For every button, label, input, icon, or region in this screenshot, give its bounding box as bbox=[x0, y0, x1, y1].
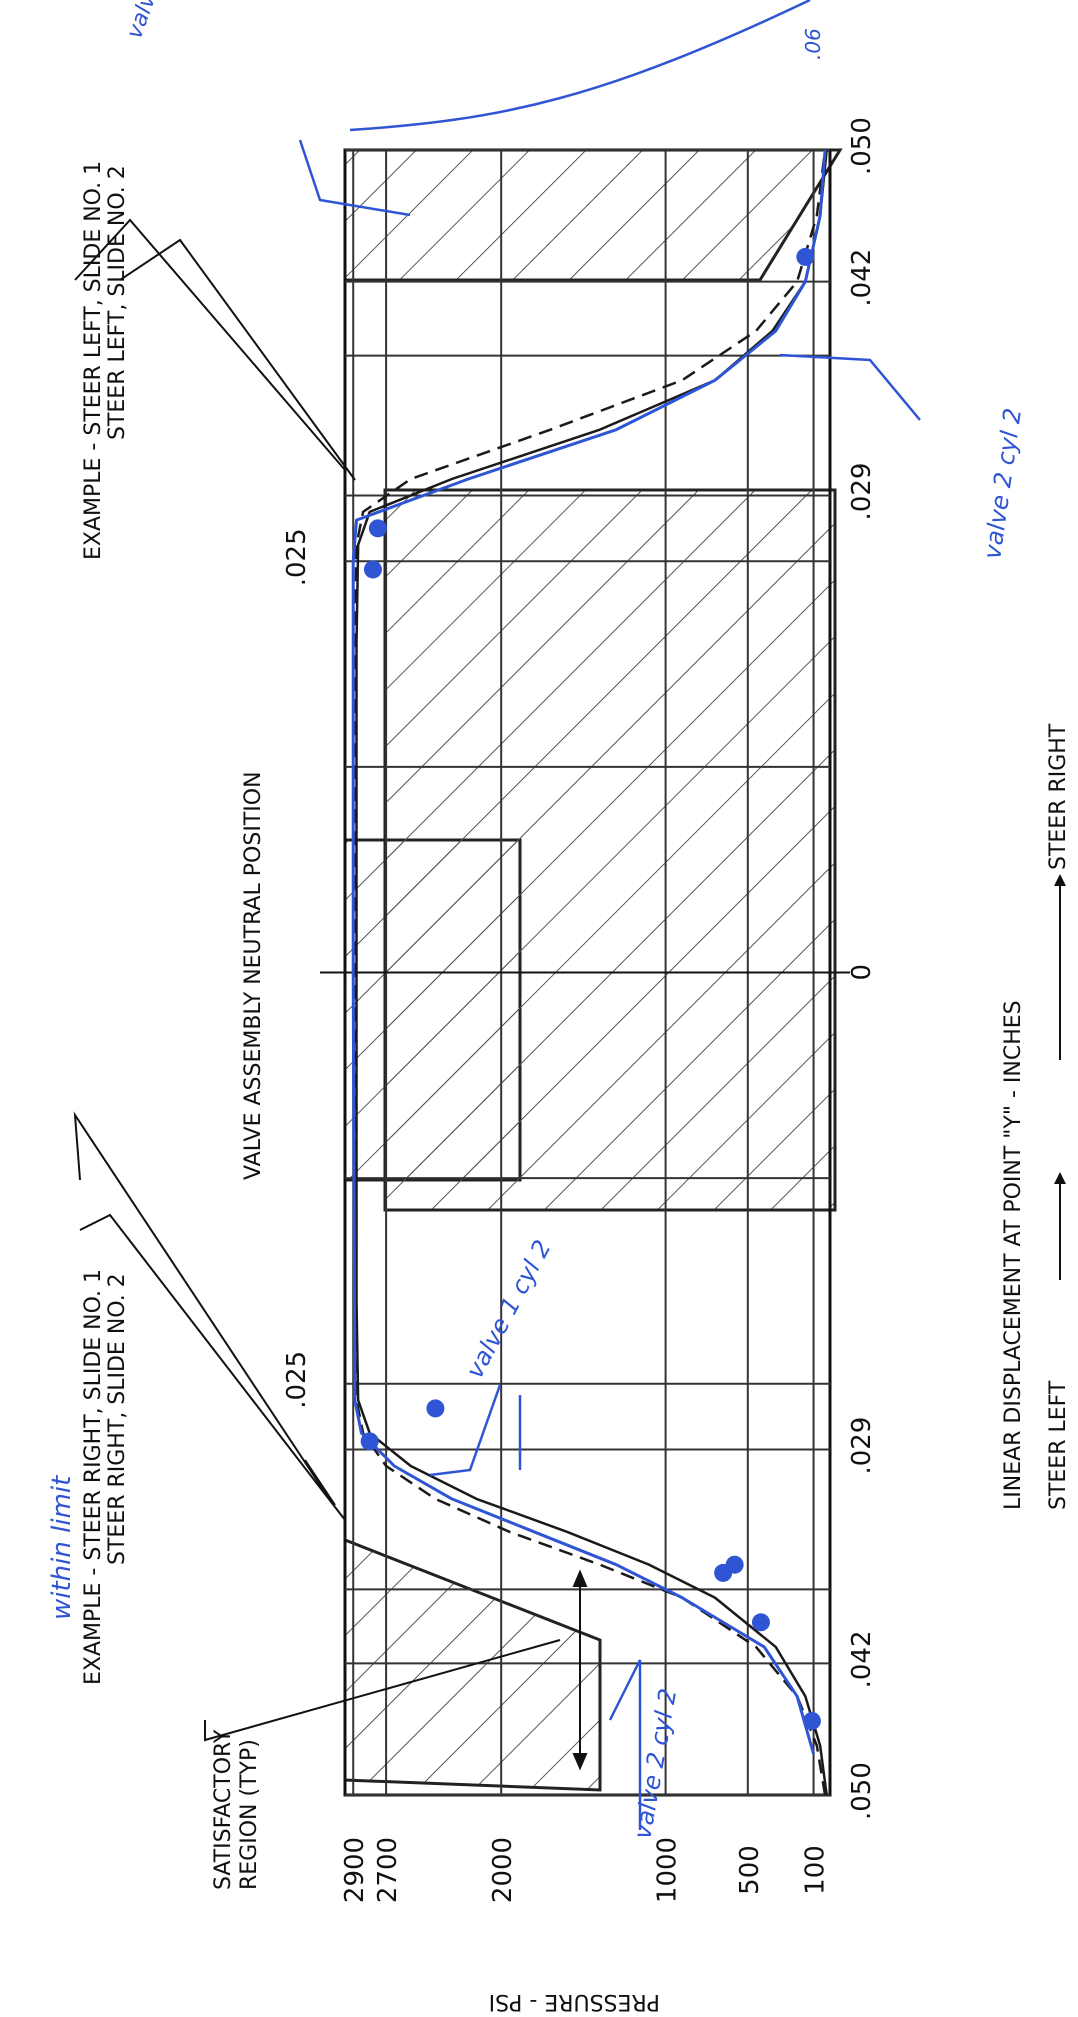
x-tick-labels: .050 .042 .029 .025 .025 .029 .042 .050 0 bbox=[282, 117, 877, 1820]
data-marker-4 bbox=[751, 1613, 770, 1632]
y-tick-label: 2000 bbox=[488, 1837, 518, 1903]
neutral-label-text: VALVE ASSEMBLY NEUTRAL POSITION bbox=[241, 771, 266, 1180]
annotation-within-limit: within limit bbox=[47, 1475, 77, 1620]
y-tick-label: 2900 bbox=[340, 1837, 370, 1903]
x-tick-label: .029 bbox=[847, 1417, 877, 1475]
x-tick-label: .025 bbox=[282, 1351, 312, 1409]
data-marker-3 bbox=[725, 1555, 744, 1574]
satisfactory-line1: SATISFACTORY bbox=[211, 1729, 236, 1890]
y-tick-label: 1000 bbox=[653, 1837, 683, 1903]
direction-arrow bbox=[1054, 874, 1066, 1280]
hatched-region-right bbox=[343, 148, 843, 282]
legend-steer-left-line2: STEER LEFT, SLIDE NO. 2 bbox=[105, 165, 130, 440]
data-marker-8 bbox=[796, 247, 815, 266]
x-tick-label: .050 bbox=[847, 1762, 877, 1820]
annotation-valve2-cyl2-right: valve 2 cyl 2 bbox=[978, 406, 1027, 560]
x-tick-label-center: 0 bbox=[847, 964, 877, 981]
series-line-2 bbox=[351, 149, 827, 1755]
data-marker-0 bbox=[360, 1432, 379, 1451]
legend-steer-right-leaders bbox=[73, 1111, 346, 1521]
marker-layer bbox=[360, 247, 821, 1730]
neutral-label: VALVE ASSEMBLY NEUTRAL POSITION bbox=[241, 771, 266, 1180]
satisfactory-label: SATISFACTORY REGION (TYP) bbox=[211, 1729, 262, 1890]
data-marker-6 bbox=[363, 560, 382, 579]
steer-right-label: STEER RIGHT bbox=[1046, 723, 1071, 870]
annotation-valve2-cyl2-left: valve 2 cyl 2 bbox=[628, 1686, 682, 1841]
y-tick-label: 100 bbox=[801, 1845, 831, 1895]
legend-steer-right: EXAMPLE - STEER RIGHT, SLIDE NO. 1 STEER… bbox=[81, 1269, 130, 1685]
axes bbox=[320, 148, 850, 1797]
legend-steer-right-line2: STEER RIGHT, SLIDE NO. 2 bbox=[105, 1273, 130, 1565]
hatched-region-middle bbox=[383, 488, 837, 1212]
legend-steer-left-line1: EXAMPLE - STEER LEFT, SLIDE NO. 1 bbox=[81, 161, 106, 560]
satisfactory-leader bbox=[204, 1569, 588, 1771]
legend-steer-left: EXAMPLE - STEER LEFT, SLIDE NO. 1 STEER … bbox=[81, 161, 130, 560]
satisfactory-line2: REGION (TYP) bbox=[237, 1739, 262, 1890]
series-layer bbox=[351, 149, 828, 1796]
legend-steer-left-leaders bbox=[74, 218, 356, 481]
x-axis-title: LINEAR DISPLACEMENT AT POINT "Y" - INCHE… bbox=[1001, 1000, 1026, 1510]
forbidden-regions bbox=[343, 148, 843, 1792]
x-tick-label: .029 bbox=[847, 463, 877, 521]
annotation-06: .06 bbox=[801, 28, 825, 60]
x-tick-label: .042 bbox=[847, 249, 877, 307]
y-tick-label: 2700 bbox=[373, 1837, 403, 1903]
x-tick-label: .025 bbox=[282, 528, 312, 586]
steer-left-label: STEER LEFT bbox=[1046, 1380, 1071, 1510]
data-marker-5 bbox=[802, 1711, 821, 1730]
annotation-valve2-cyl2-top: valve 2 cyl 2 bbox=[122, 0, 193, 42]
handwritten-arrows bbox=[298, 0, 921, 1830]
x-tick-label: .050 bbox=[847, 117, 877, 175]
data-marker-1 bbox=[426, 1399, 445, 1418]
legend-steer-right-line1: EXAMPLE - STEER RIGHT, SLIDE NO. 1 bbox=[81, 1269, 106, 1685]
annotation-valve1-cyl2: valve 1 cyl 2 bbox=[461, 1235, 557, 1382]
y-axis-title: PRESSURE - PSI bbox=[489, 1989, 660, 2014]
x-tick-label: .042 bbox=[847, 1631, 877, 1689]
data-marker-7 bbox=[368, 519, 387, 538]
y-tick-label: 500 bbox=[735, 1845, 765, 1895]
